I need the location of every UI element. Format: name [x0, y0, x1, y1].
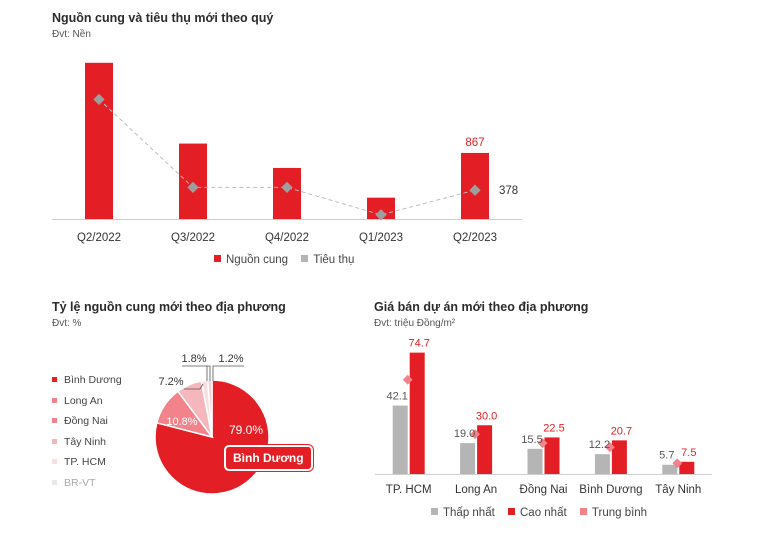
min-price-bar — [392, 405, 408, 474]
pie-leader-line — [212, 365, 219, 381]
min-price-bar — [527, 448, 543, 474]
max-price-bar — [611, 440, 627, 474]
pie-value-label: 1.2% — [218, 353, 243, 365]
chart2-unit: Đvt: % — [52, 318, 82, 329]
chart3-unit: Đvt: triệu Đồng/m² — [374, 318, 456, 329]
legend-swatch — [52, 418, 57, 424]
x-tick-label: Tây Ninh — [655, 484, 701, 496]
legend-swatch — [431, 508, 438, 515]
max-price-bar — [544, 437, 560, 474]
avg-price-marker — [470, 429, 481, 440]
x-tick-label: Q2/2022 — [77, 232, 121, 244]
legend-label: Đồng Nai — [64, 415, 108, 428]
legend-swatch — [52, 479, 57, 485]
legend-label: Bình Dương — [64, 374, 122, 386]
supply-bar — [273, 167, 301, 219]
legend-item-tieu-thu: Tiêu thụ — [301, 254, 354, 266]
consumption-data-label: 378 — [499, 185, 518, 197]
consumption-line — [98, 99, 476, 216]
pie-value-label: 1.8% — [181, 353, 206, 365]
chart3-title: Giá bán dự án mới theo địa phương — [374, 300, 589, 314]
max-price-label: 30.0 — [476, 410, 497, 422]
chart1-legend: Nguồn cung Tiêu thụ — [214, 254, 364, 266]
min-price-label: 12.2 — [589, 439, 610, 451]
min-price-bar — [662, 464, 678, 474]
min-price-bar — [594, 454, 610, 474]
x-tick-label: Q1/2023 — [359, 232, 403, 244]
max-price-label: 7.5 — [681, 447, 696, 459]
legend-label: Tiêu thụ — [313, 254, 355, 266]
pie-leader-line — [184, 383, 204, 390]
supply-bar — [179, 143, 207, 219]
legend-swatch — [508, 508, 515, 515]
min-price-label: 5.7 — [659, 450, 674, 462]
max-price-bar — [409, 352, 425, 474]
x-tick-label: Q4/2022 — [265, 232, 309, 244]
legend-label: Thấp nhất — [443, 507, 495, 519]
pie-value-label: 79.0% — [229, 423, 263, 437]
pie-highlight-callout: Bình Dương — [226, 447, 311, 469]
legend-label: BR-VT — [64, 476, 96, 489]
supply-data-label: 867 — [465, 137, 484, 149]
legend-swatch — [579, 508, 587, 515]
legend-item-br-vt: BR-VT — [52, 477, 122, 498]
max-price-label: 22.5 — [543, 422, 564, 434]
legend-swatch — [52, 459, 57, 465]
chart3-legend: Thấp nhất Cao nhất Trung bình — [431, 507, 657, 519]
min-price-label: 15.5 — [521, 434, 542, 446]
legend-swatch — [52, 377, 57, 382]
consumption-point — [375, 209, 387, 221]
max-price-label: 74.7 — [408, 338, 429, 350]
legend-label: Cao nhất — [520, 507, 567, 519]
x-tick-label: Đồng Nai — [520, 484, 568, 496]
x-tick-label: Q2/2023 — [453, 232, 497, 244]
min-price-bar — [460, 443, 476, 474]
supply-bar — [85, 62, 113, 219]
chart1-unit: Đvt: Nền — [52, 29, 91, 40]
legend-item-tp-hcm: TP. HCM — [52, 456, 122, 477]
legend-swatch-gray — [301, 255, 309, 262]
max-price-label: 20.7 — [611, 425, 632, 437]
x-tick-label: Q3/2022 — [171, 232, 215, 244]
min-price-label: 42.1 — [386, 391, 407, 403]
chart1-title: Nguồn cung và tiêu thụ mới theo quý — [52, 11, 274, 25]
x-tick-label: Bình Dương — [579, 484, 642, 496]
legend-swatch-red — [214, 255, 221, 262]
x-tick-label: TP. HCM — [386, 484, 432, 496]
consumption-point — [187, 181, 199, 194]
x-tick-label: Long An — [455, 484, 497, 496]
pie-value-label: 7.2% — [158, 376, 183, 388]
avg-price-marker — [537, 438, 548, 449]
legend-swatch — [52, 397, 57, 403]
legend-label: Nguồn cung — [226, 254, 289, 266]
avg-price-marker — [604, 442, 615, 453]
legend-label: Trung bình — [591, 507, 648, 519]
legend-item-binh-duong: Bình Dương — [52, 374, 122, 395]
supply-bar — [367, 197, 395, 219]
legend-item-dong-nai: Đồng Nai — [52, 415, 122, 436]
legend-item-nguon-cung: Nguồn cung — [214, 254, 288, 266]
legend-item-tay-ninh: Tây Ninh — [52, 436, 122, 457]
legend-swatch — [52, 438, 57, 444]
chart2-title: Tỷ lệ nguồn cung mới theo địa phương — [52, 300, 286, 314]
chart2-legend: Bình Dương Long An Đồng Nai Tây Ninh TP.… — [52, 374, 122, 498]
legend-label: TP. HCM — [64, 456, 106, 469]
consumption-point — [469, 184, 481, 196]
max-price-bar — [477, 425, 493, 474]
legend-item-thap-nhat: Thấp nhất — [431, 507, 495, 519]
max-price-bar — [679, 461, 695, 474]
legend-item-trung-binh: Trung bình — [579, 507, 648, 519]
legend-item-long-an: Long An — [52, 395, 122, 416]
min-price-label: 19.0 — [454, 428, 475, 440]
legend-label: Tây Ninh — [64, 435, 107, 448]
avg-price-marker — [402, 374, 413, 385]
pie-leader-line — [182, 365, 211, 381]
legend-item-cao-nhat: Cao nhất — [508, 507, 567, 519]
consumption-point — [281, 181, 293, 194]
avg-price-marker — [672, 458, 683, 469]
pie-value-label: 10.8% — [166, 416, 197, 428]
legend-label: Long An — [64, 394, 103, 407]
